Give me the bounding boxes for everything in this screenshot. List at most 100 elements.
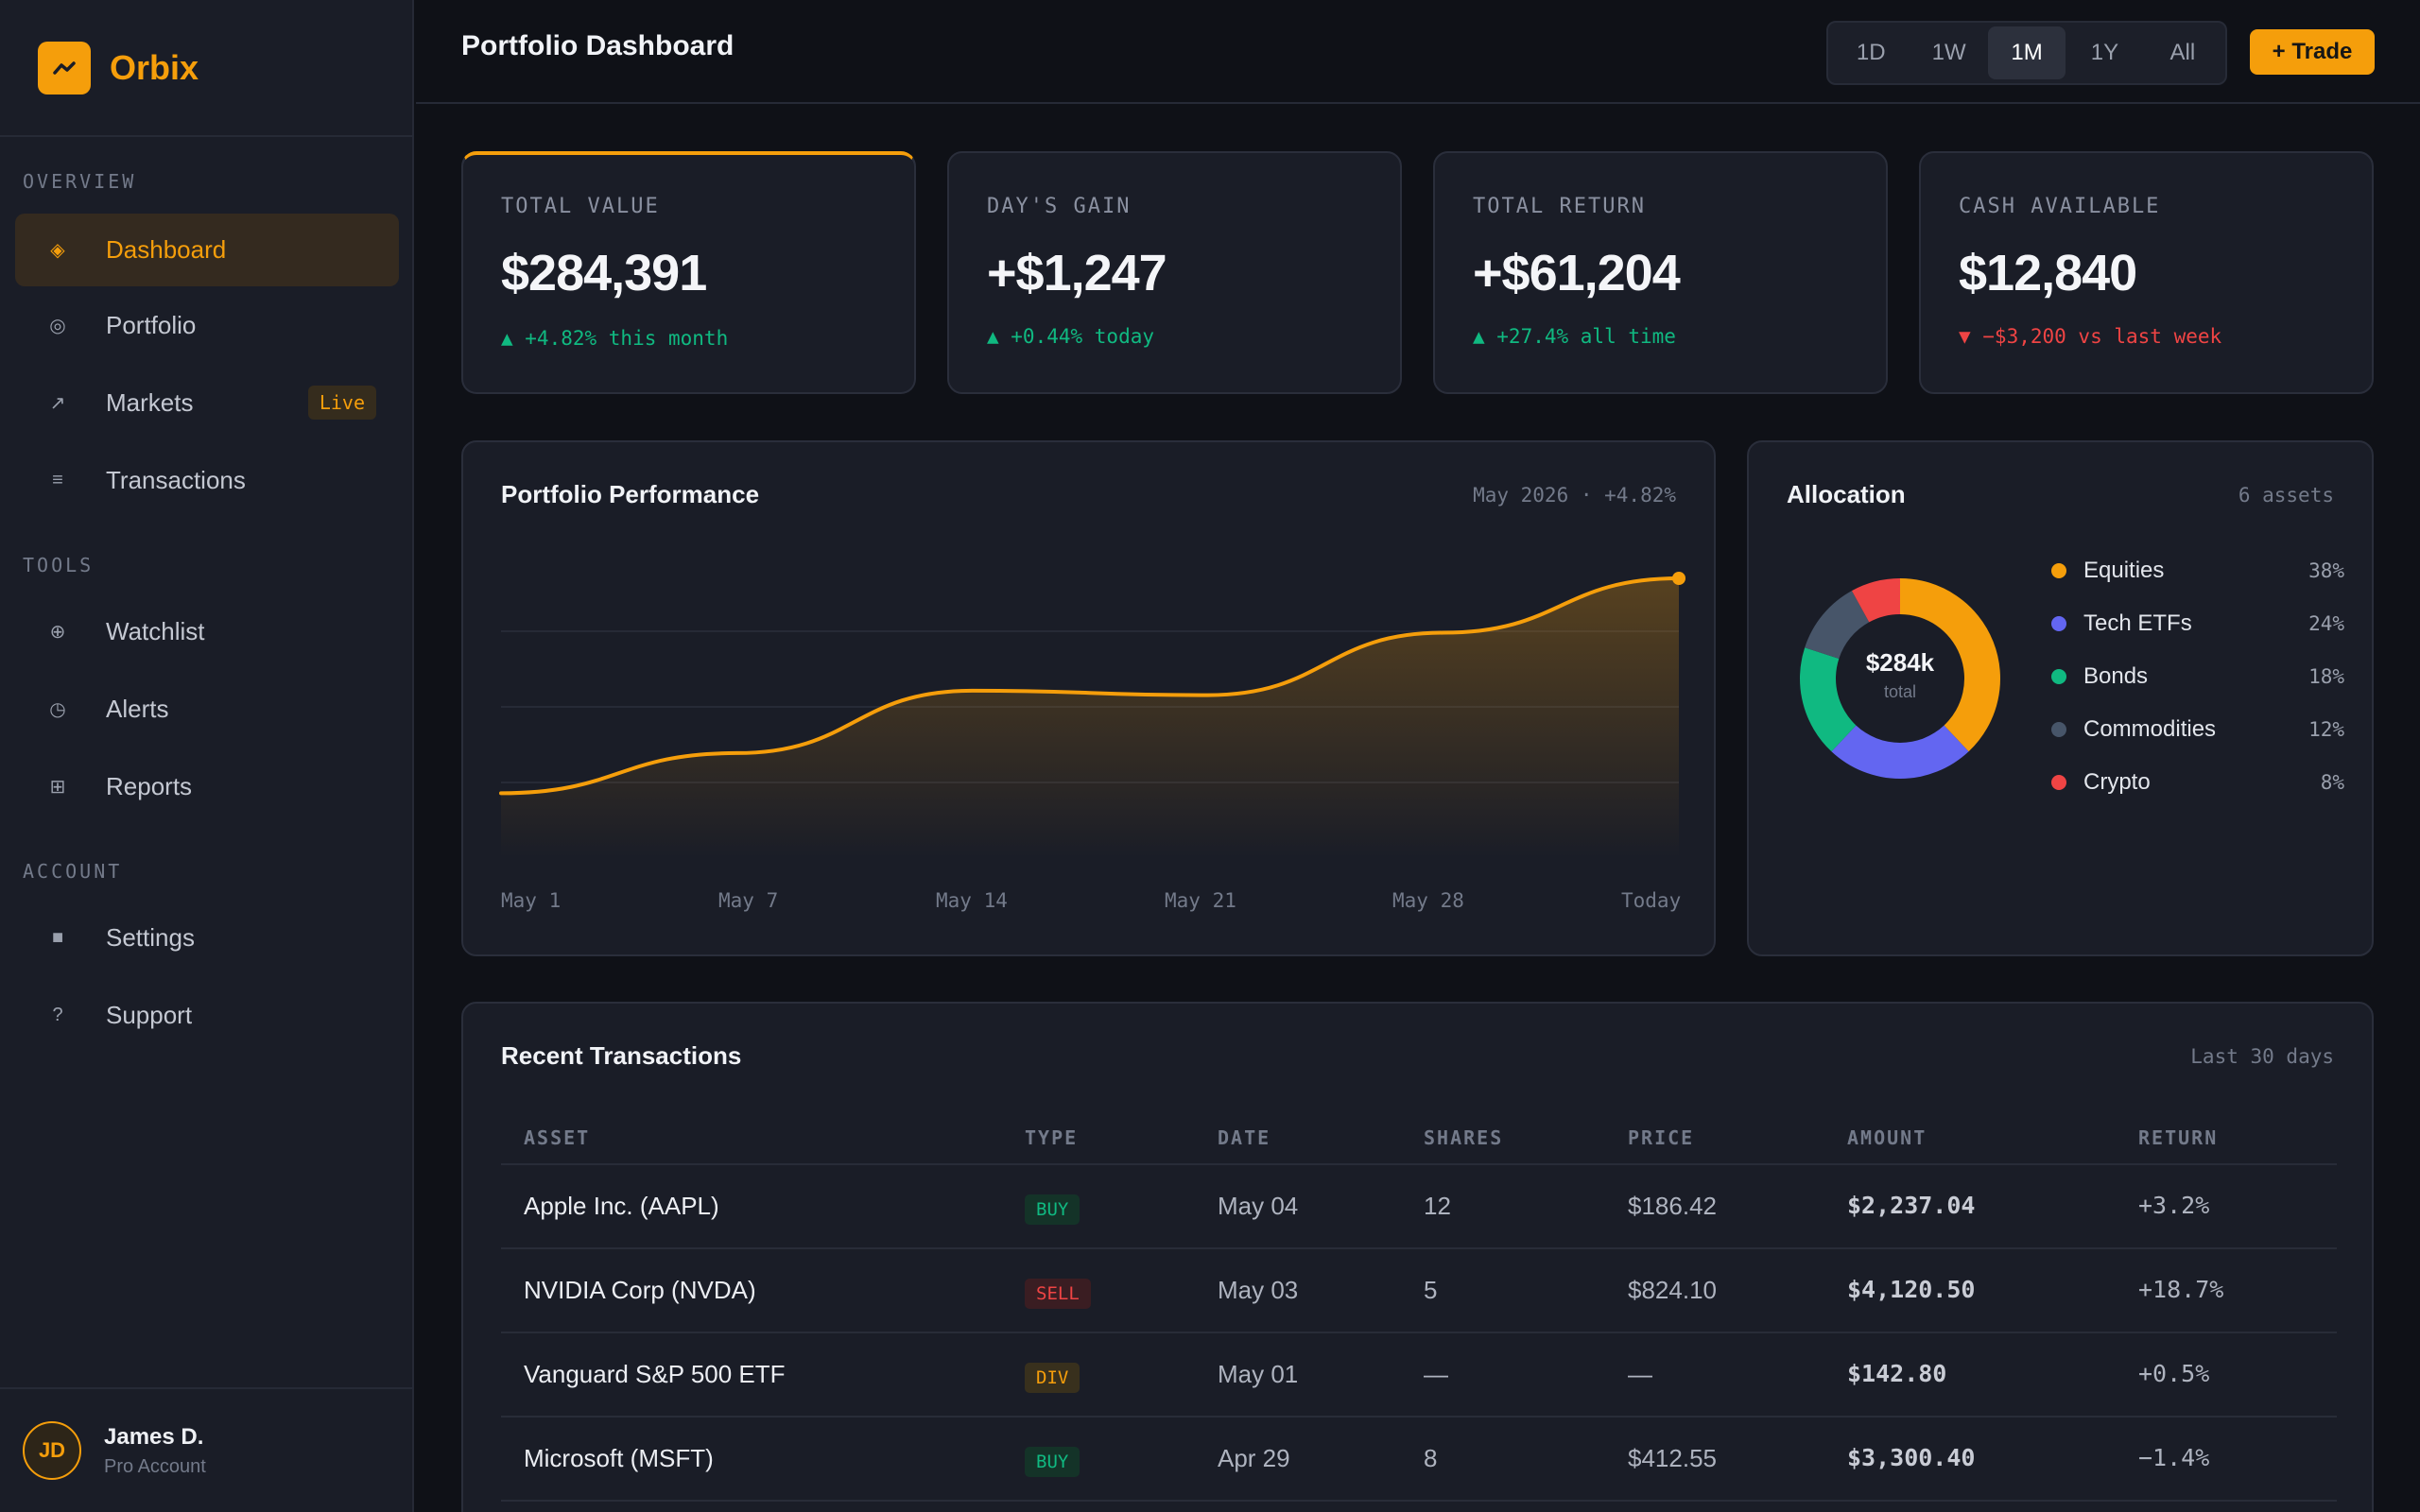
range-1d-button[interactable]: 1D bbox=[1856, 40, 1886, 65]
legend-dot bbox=[2051, 775, 2066, 790]
legend-percent: 18% bbox=[2308, 665, 2344, 688]
range-1y-button[interactable]: 1Y bbox=[2090, 40, 2119, 65]
donut-slice-crypto[interactable] bbox=[1851, 578, 1900, 623]
sidebar-item-settings[interactable]: ■ Settings bbox=[15, 902, 399, 974]
app-name: Orbix bbox=[110, 47, 199, 87]
column-header-asset[interactable]: ASSET bbox=[524, 1126, 591, 1149]
legend-percent: 24% bbox=[2308, 612, 2344, 635]
legend-label: Commodities bbox=[2083, 716, 2217, 742]
legend-percent: 12% bbox=[2308, 718, 2344, 741]
sidebar-item-label: Reports bbox=[106, 772, 193, 800]
stat-label: TOTAL RETURN bbox=[1473, 195, 1646, 218]
asset-cell: Microsoft (MSFT) bbox=[524, 1444, 714, 1472]
grid-icon: ⊞ bbox=[49, 777, 66, 798]
x-tick-label: May 28 bbox=[1392, 889, 1464, 912]
sidebar-item-watchlist[interactable]: ⊕ Watchlist bbox=[15, 595, 399, 668]
range-all-button[interactable]: All bbox=[2169, 40, 2196, 65]
table-row-divider bbox=[501, 1500, 2337, 1512]
type-badge: DIV bbox=[1025, 1363, 1080, 1393]
donut-slice-bonds[interactable] bbox=[1800, 647, 1857, 752]
performance-area bbox=[501, 578, 1679, 858]
page-title: Portfolio Dashboard bbox=[461, 30, 735, 61]
asset-cell: NVIDIA Corp (NVDA) bbox=[524, 1276, 756, 1304]
legend-dot bbox=[2051, 616, 2066, 631]
x-tick-label: May 14 bbox=[936, 889, 1008, 912]
date-cell: May 04 bbox=[1218, 1192, 1299, 1220]
column-header-date[interactable]: DATE bbox=[1218, 1126, 1271, 1149]
donut-slice-equities[interactable] bbox=[1900, 578, 2000, 752]
donut-slice-tech-etfs[interactable] bbox=[1831, 725, 1969, 779]
section-label-account: ACCOUNT bbox=[23, 860, 123, 883]
header: Portfolio Dashboard 1D 1W 1M 1Y All + Tr… bbox=[416, 0, 2420, 104]
type-badge: BUY bbox=[1025, 1447, 1080, 1477]
section-label-overview: OVERVIEW bbox=[23, 170, 137, 193]
transactions-title: Recent Transactions bbox=[501, 1041, 742, 1070]
stat-label: CASH AVAILABLE bbox=[1959, 195, 2161, 218]
sidebar-item-label: Markets bbox=[106, 388, 194, 417]
table-row[interactable]: Vanguard S&P 500 ETF DIV May 01 — — $142… bbox=[501, 1332, 2337, 1416]
legend-dot bbox=[2051, 669, 2066, 684]
sidebar-item-label: Settings bbox=[106, 923, 195, 952]
x-tick-label: May 21 bbox=[1165, 889, 1236, 912]
sidebar-item-support[interactable]: ? Support bbox=[15, 979, 399, 1052]
amount-cell: $4,120.50 bbox=[1847, 1276, 1976, 1303]
user-name: James D. bbox=[104, 1423, 204, 1450]
legend-item: Crypto 8% bbox=[2051, 764, 2344, 801]
donut-center-label: total bbox=[1883, 682, 1917, 701]
donut-slice-commodities[interactable] bbox=[1805, 591, 1870, 659]
stat-delta: ▲ +27.4% all time bbox=[1473, 325, 1676, 348]
plus-circle-icon: ⊕ bbox=[49, 622, 66, 643]
avatar: JD bbox=[23, 1421, 81, 1480]
diamond-icon: ◈ bbox=[50, 240, 65, 261]
legend-dot bbox=[2051, 722, 2066, 737]
sidebar-item-reports[interactable]: ⊞ Reports bbox=[15, 750, 399, 823]
stat-card-cash-available: CASH AVAILABLE $12,840 ▼ −$3,200 vs last… bbox=[1919, 151, 2374, 394]
x-tick-label: May 7 bbox=[718, 889, 779, 912]
stat-delta: ▼ −$3,200 vs last week bbox=[1959, 325, 2222, 348]
legend-percent: 38% bbox=[2308, 559, 2344, 582]
return-cell: +3.2% bbox=[2138, 1192, 2210, 1219]
user-profile[interactable]: JD James D. Pro Account bbox=[0, 1387, 412, 1512]
column-header-shares[interactable]: SHARES bbox=[1424, 1126, 1504, 1149]
sidebar-item-portfolio[interactable]: ◎ Portfolio bbox=[15, 289, 399, 362]
amount-cell: $2,237.04 bbox=[1847, 1192, 1976, 1219]
range-1w-button[interactable]: 1W bbox=[1931, 40, 1966, 65]
legend-item: Commodities 12% bbox=[2051, 711, 2344, 748]
legend-item: Bonds 18% bbox=[2051, 658, 2344, 696]
allocation-card: Allocation 6 assets $284k total Equities… bbox=[1747, 440, 2374, 956]
column-header-price[interactable]: PRICE bbox=[1628, 1126, 1695, 1149]
user-plan: Pro Account bbox=[104, 1455, 206, 1477]
sidebar-item-markets[interactable]: ↗ Markets Live bbox=[15, 367, 399, 439]
legend-percent: 8% bbox=[2320, 771, 2344, 794]
sidebar-item-transactions[interactable]: ≡ Transactions bbox=[15, 444, 399, 517]
return-cell: +18.7% bbox=[2138, 1276, 2224, 1303]
column-header-amount[interactable]: AMOUNT bbox=[1847, 1126, 1927, 1149]
table-row[interactable]: NVIDIA Corp (NVDA) SELL May 03 5 $824.10… bbox=[501, 1247, 2337, 1332]
stat-value: $284,391 bbox=[501, 245, 707, 301]
range-selector: 1D 1W 1M 1Y All bbox=[1826, 21, 2227, 85]
legend-item: Equities 38% bbox=[2051, 552, 2344, 590]
settings-square-icon: ■ bbox=[51, 927, 64, 948]
performance-card: Portfolio Performance May 2026 · +4.82% … bbox=[461, 440, 1716, 956]
amount-cell: $3,300.40 bbox=[1847, 1444, 1976, 1471]
brand[interactable]: Orbix bbox=[0, 0, 412, 137]
shares-cell: 5 bbox=[1424, 1276, 1438, 1304]
section-label-tools: TOOLS bbox=[23, 554, 95, 576]
range-1m-button[interactable]: 1M bbox=[1987, 26, 2066, 79]
table-row[interactable]: Apple Inc. (AAPL) BUY May 04 12 $186.42 … bbox=[501, 1163, 2337, 1247]
price-cell: $824.10 bbox=[1628, 1276, 1717, 1304]
sidebar-item-dashboard[interactable]: ◈ Dashboard bbox=[15, 214, 399, 286]
legend-dot bbox=[2051, 563, 2066, 578]
column-header-type[interactable]: TYPE bbox=[1025, 1126, 1079, 1149]
stat-delta: ▲ +4.82% this month bbox=[501, 327, 729, 350]
stat-card-total-return: TOTAL RETURN +$61,204 ▲ +27.4% all time bbox=[1433, 151, 1888, 394]
stat-value: +$61,204 bbox=[1473, 245, 1681, 301]
amount-cell: $142.80 bbox=[1847, 1360, 1947, 1387]
shares-cell: 12 bbox=[1424, 1192, 1451, 1220]
trade-button[interactable]: + Trade bbox=[2250, 29, 2375, 75]
table-row[interactable]: Microsoft (MSFT) BUY Apr 29 8 $412.55 $3… bbox=[501, 1416, 2337, 1500]
column-header-return[interactable]: RETURN bbox=[2138, 1126, 2219, 1149]
allocation-meta: 6 assets bbox=[2238, 484, 2334, 507]
x-tick-label: May 1 bbox=[501, 889, 562, 912]
sidebar-item-alerts[interactable]: ◷ Alerts bbox=[15, 673, 399, 746]
